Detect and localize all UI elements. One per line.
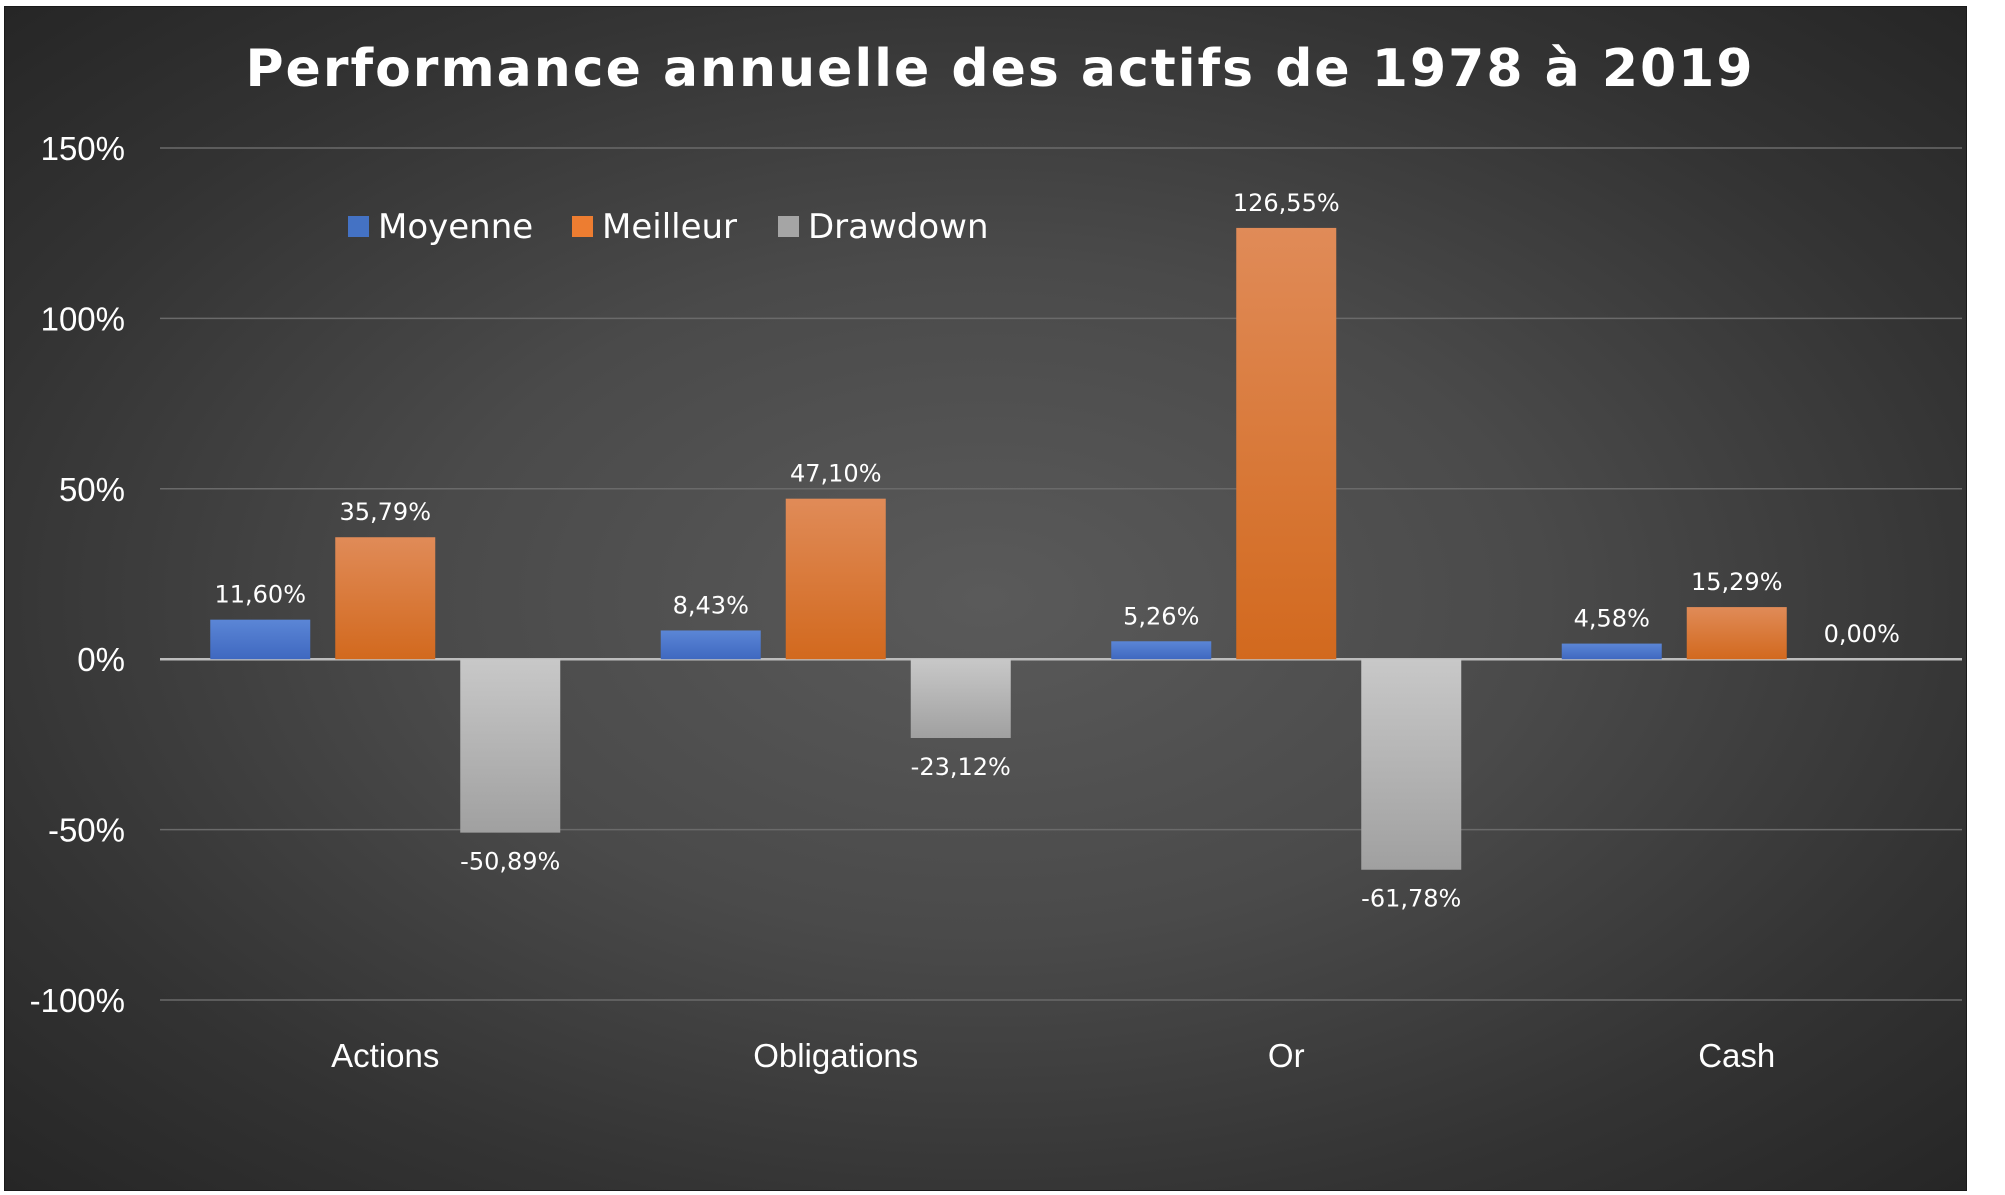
data-label: 4,58% <box>1574 605 1650 633</box>
bar-drawdown-or <box>1361 659 1462 870</box>
chart-title: Performance annuelle des actifs de 1978 … <box>245 39 1754 99</box>
bar-drawdown-obligations <box>910 659 1011 738</box>
legend-label-meilleur: Meilleur <box>602 207 737 247</box>
bar-moyenne-or <box>1111 641 1212 660</box>
data-label: 0,00% <box>1824 620 1900 648</box>
legend-label-moyenne: Moyenne <box>378 207 533 247</box>
y-tick-label: -100% <box>30 982 125 1019</box>
y-tick-label: 150% <box>41 130 125 167</box>
y-tick-label: 0% <box>77 641 125 678</box>
legend-swatch-moyenne <box>348 216 369 237</box>
legend-swatch-meilleur <box>572 216 593 237</box>
data-label: -50,89% <box>460 848 560 876</box>
bar-moyenne-cash <box>1561 643 1662 660</box>
data-label: -23,12% <box>911 753 1011 781</box>
bar-meilleur-cash <box>1686 607 1787 660</box>
category-label: Or <box>1268 1037 1305 1074</box>
legend-swatch-drawdown <box>778 216 799 237</box>
data-label: 5,26% <box>1123 602 1199 630</box>
bar-moyenne-actions <box>210 619 311 660</box>
category-label: Cash <box>1698 1037 1775 1074</box>
bar-meilleur-or <box>1236 227 1337 660</box>
category-label: Obligations <box>753 1037 918 1074</box>
chart-frame <box>4 6 1967 1191</box>
bar-drawdown-actions <box>460 659 561 833</box>
category-label: Actions <box>331 1037 439 1074</box>
data-label: 8,43% <box>673 591 749 619</box>
data-label: 47,10% <box>790 460 882 488</box>
bar-moyenne-obligations <box>660 630 761 660</box>
bar-meilleur-obligations <box>785 498 886 660</box>
data-label: 35,79% <box>339 498 431 526</box>
y-tick-label: 100% <box>41 300 125 337</box>
y-tick-label: -50% <box>48 812 125 849</box>
bar-meilleur-actions <box>335 537 436 660</box>
data-label: 11,60% <box>214 581 306 609</box>
data-label: -61,78% <box>1361 885 1461 913</box>
data-label: 126,55% <box>1233 189 1340 217</box>
y-tick-label: 50% <box>59 471 125 508</box>
data-label: 15,29% <box>1691 568 1783 596</box>
legend-label-drawdown: Drawdown <box>808 207 989 247</box>
